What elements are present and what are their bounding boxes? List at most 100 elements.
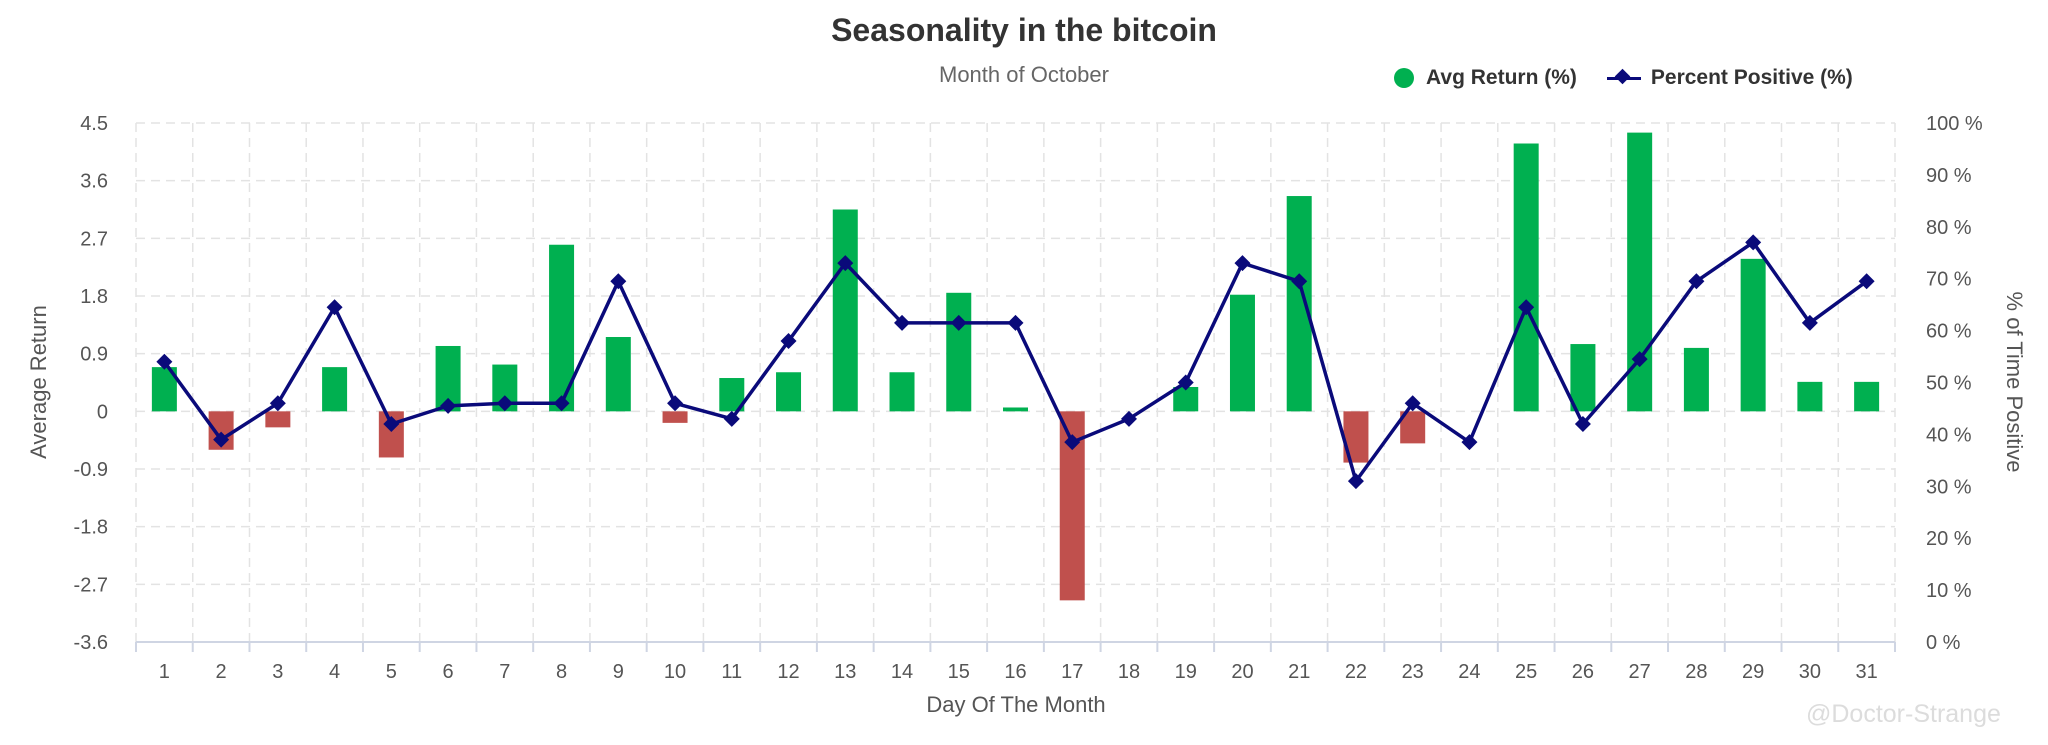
x-tick-label: 2 xyxy=(216,661,227,683)
y-tick-label: 1.8 xyxy=(80,286,108,308)
point-percent-positive xyxy=(1064,434,1081,451)
y-tick-label: -0.9 xyxy=(74,459,108,481)
point-percent-positive xyxy=(213,431,230,448)
bar-avg-return xyxy=(889,372,915,412)
x-tick-label: 17 xyxy=(1061,661,1083,683)
bar-avg-return xyxy=(1854,381,1880,412)
bar-avg-return xyxy=(1513,143,1539,412)
x-tick-label: 19 xyxy=(1175,661,1197,683)
bar-avg-return xyxy=(1797,381,1823,412)
y-tick-label: -2.7 xyxy=(74,574,108,596)
x-tick-label: 14 xyxy=(891,661,913,683)
y-tick-label: 4.5 xyxy=(80,113,108,135)
x-tick-label: 31 xyxy=(1856,661,1878,683)
y2-tick-label: 100 % xyxy=(1926,113,1983,135)
point-percent-positive xyxy=(1291,273,1308,290)
x-tick-label: 27 xyxy=(1629,661,1651,683)
x-tick-label: 11 xyxy=(721,661,742,683)
green-circle-icon xyxy=(1394,68,1414,88)
x-tick-label: 26 xyxy=(1572,661,1594,683)
point-percent-positive xyxy=(1120,410,1137,427)
point-percent-positive xyxy=(1518,299,1535,316)
x-tick-label: 4 xyxy=(329,661,340,683)
bar-avg-return xyxy=(832,209,858,412)
y-tick-label: 0.9 xyxy=(80,344,108,366)
point-percent-positive xyxy=(950,314,967,331)
y2-tick-label: 80 % xyxy=(1926,217,1972,239)
point-percent-positive xyxy=(1347,473,1364,490)
bar-avg-return xyxy=(1173,386,1199,412)
bar-avg-return xyxy=(946,292,972,412)
bar-avg-return xyxy=(1570,344,1596,412)
watermark-text: @Doctor-Strange xyxy=(1806,700,2001,728)
x-tick-label: 5 xyxy=(386,661,397,683)
y2-tick-label: 70 % xyxy=(1926,269,1972,291)
bar-avg-return xyxy=(322,367,348,412)
point-percent-positive xyxy=(440,397,457,414)
legend-label-percent-positive: Percent Positive (%) xyxy=(1650,66,1853,89)
point-percent-positive xyxy=(837,255,854,272)
x-tick-label: 24 xyxy=(1458,661,1480,683)
x-tick-label: 20 xyxy=(1231,661,1253,683)
point-percent-positive xyxy=(1631,351,1648,368)
x-tick-label: 7 xyxy=(499,661,510,683)
y-tick-label: 2.7 xyxy=(80,228,108,250)
x-tick-label: 21 xyxy=(1288,661,1310,683)
y2-tick-label: 10 % xyxy=(1926,580,1972,602)
point-percent-positive xyxy=(1007,314,1024,331)
y2-tick-label: 60 % xyxy=(1926,321,1972,343)
x-tick-label: 6 xyxy=(443,661,454,683)
x-tick-label: 18 xyxy=(1118,661,1140,683)
chart-legend: Avg Return (%) Percent Positive (%) xyxy=(1394,66,1853,90)
point-percent-positive xyxy=(1461,434,1478,451)
bar-avg-return xyxy=(1286,196,1312,412)
x-tick-label: 22 xyxy=(1345,661,1367,683)
bar-avg-return xyxy=(265,411,291,428)
y2-tick-label: 20 % xyxy=(1926,528,1972,550)
x-tick-label: 28 xyxy=(1685,661,1707,683)
line-diamond-icon xyxy=(1606,68,1641,88)
x-tick-label: 23 xyxy=(1402,661,1424,683)
y2-tick-label: 0 % xyxy=(1926,632,1961,654)
x-tick-label: 10 xyxy=(664,661,686,683)
point-percent-positive xyxy=(894,314,911,331)
y-axis-title: Average Return xyxy=(26,305,51,459)
x-tick-label: 1 xyxy=(159,661,170,683)
chart-subtitle: Month of October xyxy=(939,62,1109,87)
y-tick-label: -1.8 xyxy=(74,517,108,539)
y-tick-label: 3.6 xyxy=(80,171,108,193)
x-tick-label: 3 xyxy=(272,661,283,683)
point-percent-positive xyxy=(780,332,797,349)
bar-avg-return xyxy=(662,411,688,423)
y-tick-label: 0 xyxy=(97,401,108,423)
x-tick-label: 9 xyxy=(613,661,624,683)
legend-item-avg-return[interactable]: Avg Return (%) xyxy=(1394,66,1577,90)
x-axis-title: Day Of The Month xyxy=(926,692,1105,717)
x-tick-label: 12 xyxy=(777,661,799,683)
point-percent-positive xyxy=(269,395,286,412)
x-tick-label: 16 xyxy=(1004,661,1026,683)
bar-avg-return xyxy=(605,337,631,412)
point-percent-positive xyxy=(1177,374,1194,391)
bar-avg-return xyxy=(1003,407,1028,412)
point-percent-positive xyxy=(1574,416,1591,433)
x-tick-label: 15 xyxy=(948,661,970,683)
y-tick-label: -3.6 xyxy=(74,632,108,654)
point-percent-positive xyxy=(496,395,513,412)
legend-label-avg-return: Avg Return (%) xyxy=(1426,66,1577,89)
point-percent-positive xyxy=(667,395,684,412)
point-percent-positive xyxy=(553,395,570,412)
y2-tick-label: 40 % xyxy=(1926,424,1972,446)
point-percent-positive xyxy=(1404,395,1421,412)
point-percent-positive xyxy=(1801,314,1818,331)
y2-tick-label: 50 % xyxy=(1926,373,1972,395)
point-percent-positive xyxy=(1858,273,1875,290)
x-tick-label: 8 xyxy=(556,661,567,683)
legend-item-percent-positive[interactable]: Percent Positive (%) xyxy=(1606,66,1853,90)
y2-tick-label: 90 % xyxy=(1926,165,1972,187)
point-percent-positive xyxy=(1688,273,1705,290)
y2-axis-title: % of Time Positive xyxy=(2002,292,2027,473)
chart-title: Seasonality in the bitcoin xyxy=(831,12,1217,48)
bar-avg-return xyxy=(1683,347,1709,412)
bar-avg-return xyxy=(1229,294,1255,412)
